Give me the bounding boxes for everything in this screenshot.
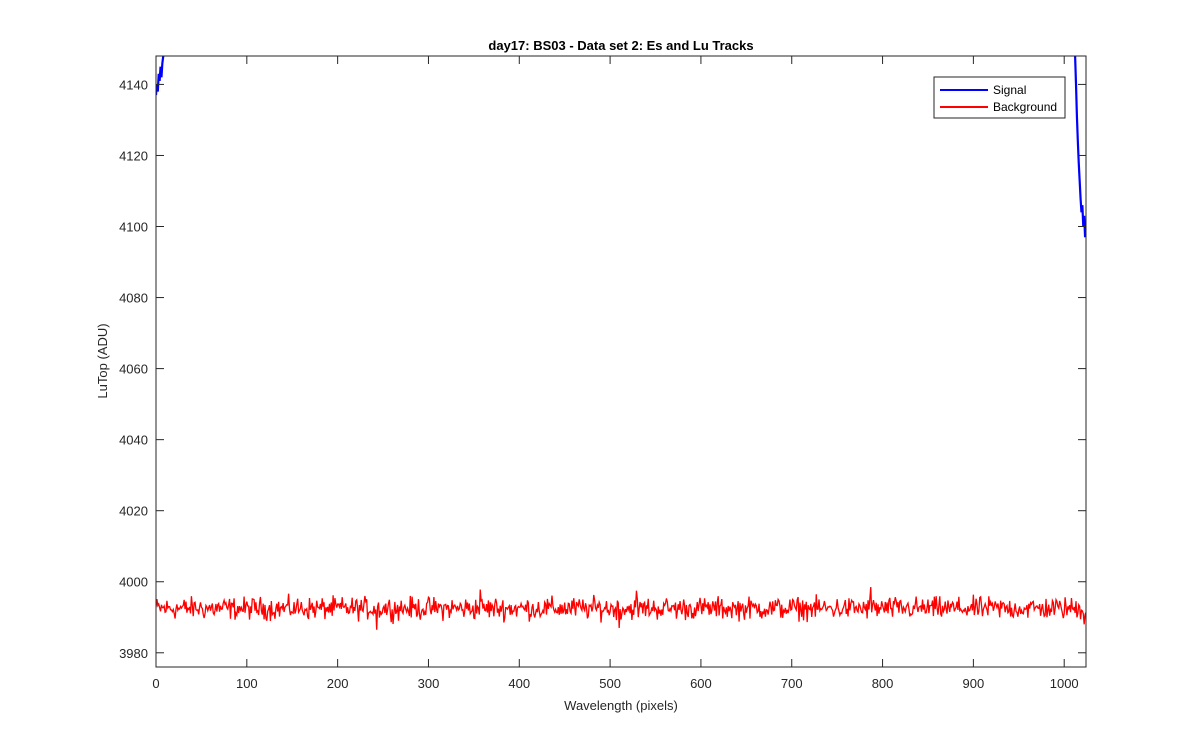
x-tick-label: 1000	[1050, 676, 1079, 691]
y-tick-label: 4120	[119, 148, 148, 163]
y-axis-label: LuTop (ADU)	[95, 323, 110, 398]
ticks-layer: 0 100 200 300 400 500 600 700 800 900 1000 3980 4000…	[119, 56, 1086, 691]
x-tick-label: 300	[418, 676, 440, 691]
y-tick-label: 4060	[119, 362, 148, 377]
y-tick-label: 4080	[119, 291, 148, 306]
y-tick-label: 4040	[119, 433, 148, 448]
chart-title: day17: BS03 - Data set 2: Es and Lu Trac…	[488, 38, 753, 53]
y-tick-label: 4140	[119, 77, 148, 92]
series-line-signal	[156, 56, 165, 96]
x-tick-label: 600	[690, 676, 712, 691]
legend-label-signal: Signal	[993, 83, 1026, 97]
y-tick-label: 4000	[119, 575, 148, 590]
axes-box	[155, 55, 1087, 668]
x-tick-label: 900	[963, 676, 985, 691]
series-line-signal	[1074, 56, 1086, 238]
x-tick-label: 400	[508, 676, 530, 691]
legend-box	[933, 76, 1066, 119]
x-tick-label: 0	[152, 676, 159, 691]
legend-label-background: Background	[993, 100, 1057, 114]
y-tick-label: 4020	[119, 504, 148, 519]
y-tick-label: 4100	[119, 220, 148, 235]
x-tick-label: 800	[872, 676, 894, 691]
series-line-background	[156, 587, 1086, 630]
x-tick-label: 500	[599, 676, 621, 691]
x-axis-label: Wavelength (pixels)	[564, 698, 678, 713]
legend: Signal Background	[933, 76, 1066, 119]
series-layer	[156, 56, 1086, 630]
x-tick-label: 200	[327, 676, 349, 691]
plot-area	[156, 56, 1086, 667]
x-tick-label: 100	[236, 676, 258, 691]
y-tick-label: 3980	[119, 646, 148, 661]
x-tick-label: 700	[781, 676, 803, 691]
